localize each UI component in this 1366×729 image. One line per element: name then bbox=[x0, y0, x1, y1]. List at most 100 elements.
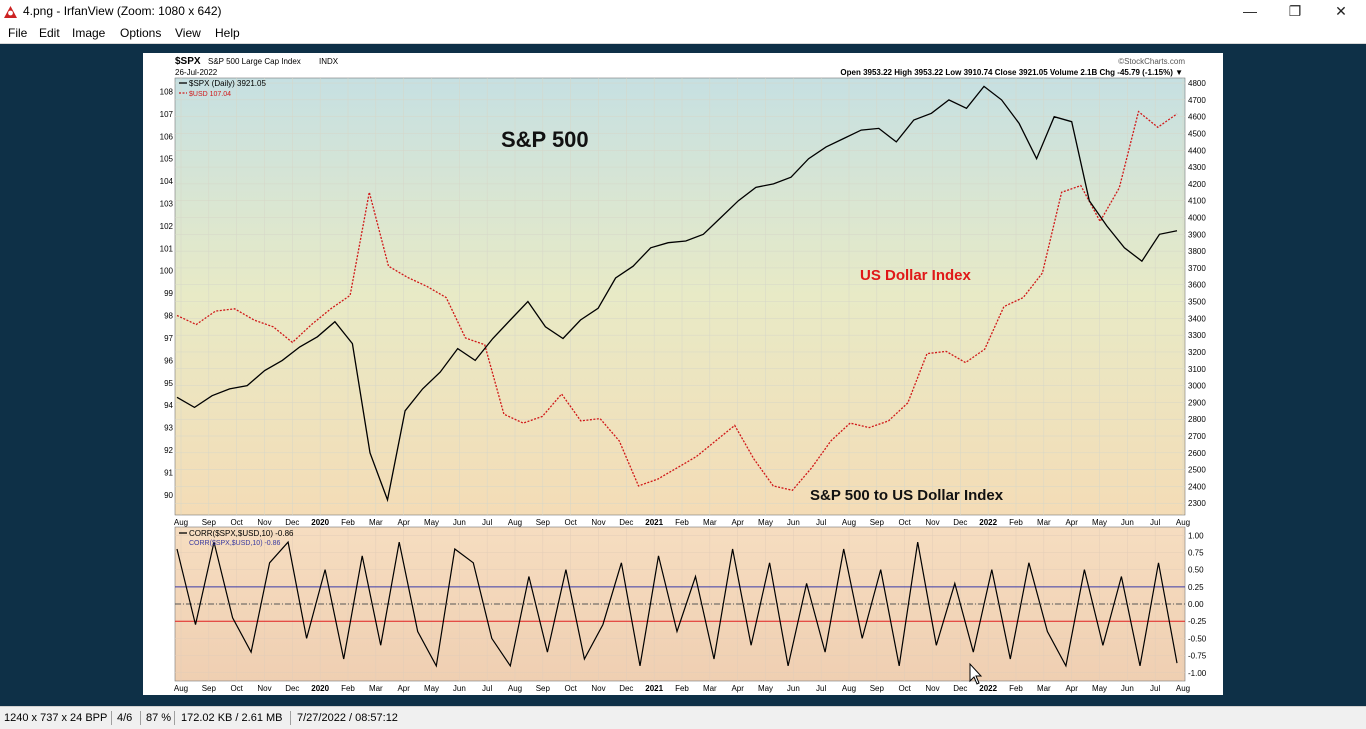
lower-x-tick-label: Feb bbox=[1009, 684, 1023, 693]
lower-x-tick-label: Jul bbox=[482, 684, 492, 693]
corr-legend-secondary: CORR($SPX,$USD,10) -0.86 bbox=[189, 540, 281, 547]
lower-axis-tick-label: -1.00 bbox=[1188, 669, 1207, 678]
left-axis-tick-label: 99 bbox=[164, 289, 173, 298]
left-axis-ticks: 90 91 92 93 94 95 96 97 98 99 100 101 102 103 104 105 10… bbox=[160, 87, 174, 499]
left-axis-tick-label: 105 bbox=[160, 155, 174, 164]
lower-x-tick-label: Jun bbox=[1121, 684, 1134, 693]
lower-axis-tick-label: 0.25 bbox=[1188, 583, 1204, 592]
right-axis-tick-label: 4100 bbox=[1188, 197, 1206, 206]
menu-file[interactable]: File bbox=[8, 26, 28, 40]
lower-axis-tick-label: -0.25 bbox=[1188, 617, 1207, 626]
window-titlebar: 4.png - IrfanView (Zoom: 1080 x 642) — ❐… bbox=[0, 0, 1366, 22]
lower-axis-tick-label: -0.75 bbox=[1188, 652, 1207, 661]
upper-x-tick-label: Oct bbox=[564, 518, 577, 527]
upper-x-tick-label: Dec bbox=[619, 518, 633, 527]
upper-x-tick-label: Apr bbox=[397, 518, 410, 527]
lower-x-tick-label: May bbox=[1092, 684, 1107, 693]
restore-button[interactable]: ❐ bbox=[1288, 2, 1302, 19]
lower-x-tick-label: Feb bbox=[341, 684, 355, 693]
window-title: 4.png - IrfanView (Zoom: 1080 x 642) bbox=[23, 4, 222, 18]
menu-bar: File Edit Image Options View Help bbox=[0, 23, 1366, 44]
lower-axis-tick-label: 1.00 bbox=[1188, 531, 1204, 540]
status-separator bbox=[174, 711, 175, 725]
status-zoom: 87 % bbox=[146, 712, 172, 724]
status-separator bbox=[111, 711, 112, 725]
close-button[interactable]: ✕ bbox=[1335, 2, 1347, 19]
status-filesize: 172.02 KB / 2.61 MB bbox=[181, 712, 283, 724]
left-axis-tick-label: 108 bbox=[160, 87, 174, 96]
menu-image[interactable]: Image bbox=[72, 26, 106, 40]
lower-x-tick-label: Apr bbox=[731, 684, 744, 693]
status-separator bbox=[290, 711, 291, 725]
upper-x-tick-label: Sep bbox=[870, 518, 885, 527]
upper-x-tick-label: Aug bbox=[842, 518, 856, 527]
annotation-ratio: S&P 500 to US Dollar Index bbox=[810, 487, 1004, 504]
lower-axis-tick-label: 0.00 bbox=[1188, 600, 1204, 609]
lower-x-tick-label: Oct bbox=[564, 684, 577, 693]
left-axis-tick-label: 91 bbox=[164, 468, 173, 477]
right-axis-tick-label: 3300 bbox=[1188, 331, 1206, 340]
corr-legend: CORR($SPX,$USD,10) -0.86 bbox=[189, 529, 294, 538]
spx-series-line bbox=[176, 85, 1178, 503]
upper-x-tick-label: Nov bbox=[591, 518, 605, 527]
left-axis-tick-label: 101 bbox=[160, 244, 174, 253]
lower-x-tick-label: May bbox=[758, 684, 773, 693]
upper-x-tick-label: Jun bbox=[1121, 518, 1134, 527]
lower-x-tick-label: Dec bbox=[285, 684, 299, 693]
left-axis-tick-label: 96 bbox=[164, 356, 173, 365]
status-bar: 1240 x 737 x 24 BPP 4/6 87 % 172.02 KB /… bbox=[0, 706, 1366, 729]
lower-x-tick-label: Sep bbox=[870, 684, 885, 693]
upper-x-tick-label: Mar bbox=[369, 518, 383, 527]
chart-index-name: S&P 500 Large Cap Index bbox=[208, 57, 301, 66]
stockcharts-credit: ©StockCharts.com bbox=[1118, 57, 1185, 66]
lower-x-tick-label: May bbox=[424, 684, 439, 693]
displayed-image: $SPX S&P 500 Large Cap Index INDX 26-Jul… bbox=[143, 53, 1223, 695]
upper-x-tick-label: Apr bbox=[731, 518, 744, 527]
lower-axis-ticks: -1.00 -0.75 -0.50 -0.25 0.00 0.25 0.50 0.75 1.00 bbox=[1188, 531, 1207, 678]
upper-x-tick-label: Jul bbox=[482, 518, 492, 527]
right-axis-ticks: 2300 2400 2500 2600 2700 2800 2900 3000 3100 3200… bbox=[1188, 79, 1206, 508]
menu-options[interactable]: Options bbox=[120, 26, 162, 40]
left-axis-tick-label: 97 bbox=[164, 334, 173, 343]
left-axis-tick-label: 92 bbox=[164, 446, 173, 455]
usd-series-line bbox=[176, 110, 1178, 492]
menu-edit[interactable]: Edit bbox=[39, 26, 60, 40]
right-axis-tick-label: 4200 bbox=[1188, 180, 1206, 189]
lower-x-tick-label: Feb bbox=[675, 684, 689, 693]
right-axis-tick-label: 3400 bbox=[1188, 314, 1206, 323]
upper-x-tick-label: Jun bbox=[787, 518, 800, 527]
lower-x-tick-label: Nov bbox=[257, 684, 271, 693]
upper-x-tick-label: Mar bbox=[703, 518, 717, 527]
lower-x-tick-label: Dec bbox=[953, 684, 967, 693]
chart-date: 26-Jul-2022 bbox=[175, 68, 218, 77]
upper-x-tick-label: Mar bbox=[1037, 518, 1051, 527]
stock-chart: $SPX S&P 500 Large Cap Index INDX 26-Jul… bbox=[143, 53, 1223, 695]
lower-x-tick-label: 2021 bbox=[645, 684, 663, 693]
right-axis-tick-label: 3900 bbox=[1188, 230, 1206, 239]
minimize-button[interactable]: — bbox=[1243, 3, 1257, 19]
lower-x-tick-label: Sep bbox=[202, 684, 217, 693]
right-axis-tick-label: 4700 bbox=[1188, 96, 1206, 105]
menu-help[interactable]: Help bbox=[215, 26, 240, 40]
upper-x-tick-label: Aug bbox=[1176, 518, 1190, 527]
annotation-usd: US Dollar Index bbox=[860, 267, 972, 284]
right-axis-tick-label: 4300 bbox=[1188, 163, 1206, 172]
left-axis-tick-label: 93 bbox=[164, 424, 173, 433]
left-axis-tick-label: 90 bbox=[164, 491, 173, 500]
right-axis-tick-label: 3100 bbox=[1188, 365, 1206, 374]
right-axis-tick-label: 4800 bbox=[1188, 79, 1206, 88]
upper-x-tick-label: 2020 bbox=[311, 518, 329, 527]
right-axis-tick-label: 2400 bbox=[1188, 482, 1206, 491]
chart-symbol: $SPX bbox=[175, 56, 201, 67]
upper-x-tick-label: May bbox=[758, 518, 773, 527]
lower-x-tick-label: Nov bbox=[925, 684, 939, 693]
lower-x-tick-label: Jun bbox=[453, 684, 466, 693]
upper-x-tick-label: Dec bbox=[285, 518, 299, 527]
upper-x-tick-label: Nov bbox=[257, 518, 271, 527]
upper-x-tick-label: Jul bbox=[816, 518, 826, 527]
lower-x-tick-label: Aug bbox=[1176, 684, 1190, 693]
left-axis-tick-label: 98 bbox=[164, 312, 173, 321]
lower-x-tick-label: Mar bbox=[369, 684, 383, 693]
upper-x-tick-label: Sep bbox=[202, 518, 217, 527]
menu-view[interactable]: View bbox=[175, 26, 201, 40]
